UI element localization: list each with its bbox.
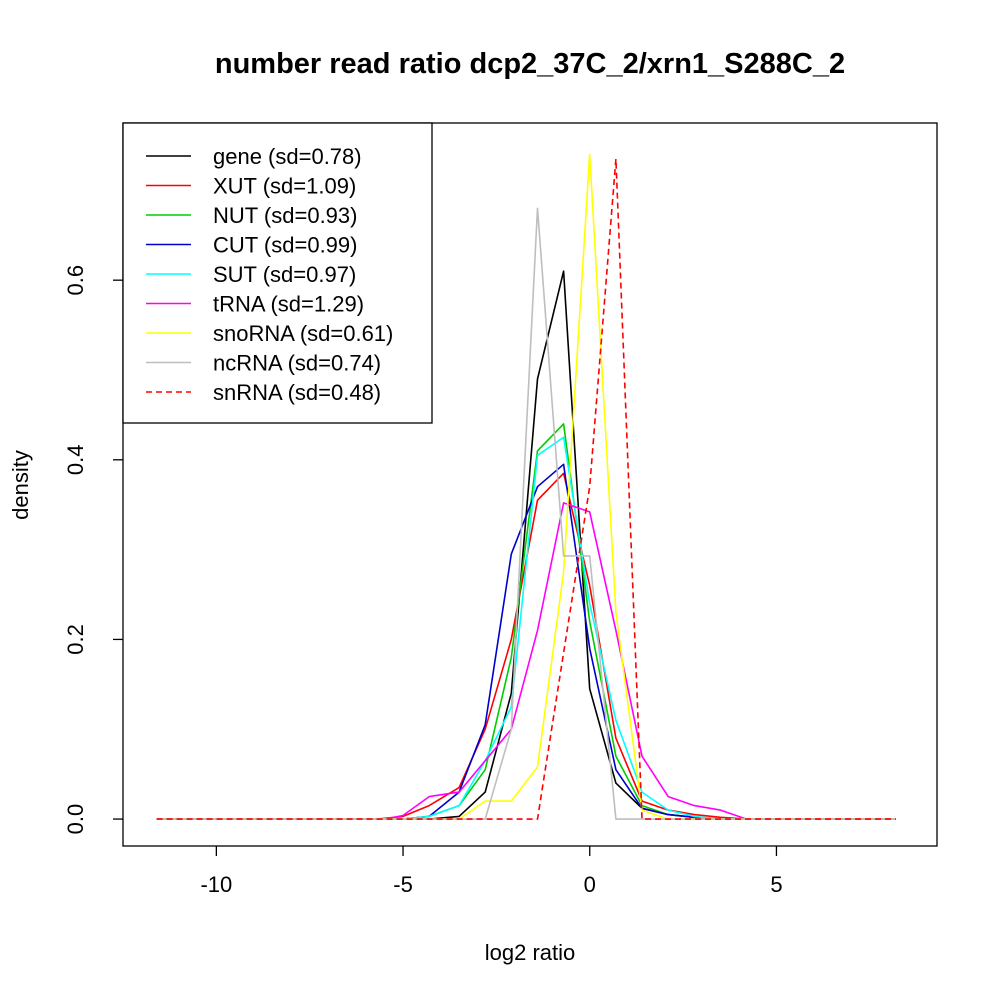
y-axis-label: density — [8, 450, 33, 520]
x-tick-label: 5 — [770, 872, 782, 897]
plot-box — [122, 122, 938, 847]
y-axis: 0.0 0.2 0.4 0.6 — [63, 265, 123, 834]
series-line-7 — [156, 207, 896, 820]
y-tick-label: 0.0 — [63, 804, 88, 835]
series-line-8 — [156, 158, 896, 820]
legend-entry-label: snoRNA (sd=0.61) — [213, 321, 393, 346]
y-tick-label: 0.6 — [63, 265, 88, 296]
series-layer — [156, 153, 896, 820]
legend-entry-label: tRNA (sd=1.29) — [213, 292, 364, 317]
x-axis: -10 -5 0 5 — [200, 846, 783, 897]
legend-entry-label: gene (sd=0.78) — [213, 144, 362, 169]
legend-entry-label: CUT (sd=0.99) — [213, 233, 357, 258]
y-tick-label: 0.2 — [63, 624, 88, 655]
x-axis-label: log2 ratio — [485, 940, 576, 965]
series-line-6 — [156, 153, 896, 820]
legend-entry-label: XUT (sd=1.09) — [213, 174, 356, 199]
legend-entry-label: ncRNA (sd=0.74) — [213, 351, 381, 376]
chart-title: number read ratio dcp2_37C_2/xrn1_S288C_… — [215, 48, 845, 80]
y-tick-label: 0.4 — [63, 445, 88, 476]
legend-entry-label: NUT (sd=0.93) — [213, 203, 357, 228]
series-line-5 — [156, 502, 896, 820]
series-line-1 — [156, 472, 896, 820]
legend-entry-label: SUT (sd=0.97) — [213, 262, 356, 287]
legend-box — [122, 122, 433, 424]
x-tick-label: -5 — [393, 872, 413, 897]
series-line-3 — [156, 463, 896, 820]
x-tick-label: -10 — [200, 872, 232, 897]
x-tick-label: 0 — [584, 872, 596, 897]
legend: gene (sd=0.78) XUT (sd=1.09) NUT (sd=0.93)… — [122, 122, 433, 424]
legend-entry-label: snRNA (sd=0.48) — [213, 380, 381, 405]
series-line-4 — [156, 436, 896, 820]
series-line-2 — [156, 423, 896, 820]
